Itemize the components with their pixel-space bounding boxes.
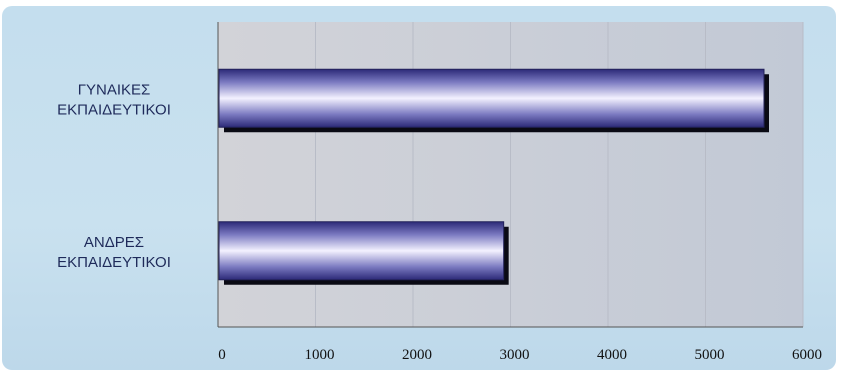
category-labels: ΓΥΝΑΙΚΕΣ ΕΚΠΑΙΔΕΥΤΙΚΟΙ ΑΝΔΡΕΣ ΕΚΠΑΙΔΕΥΤΙΚΟΙ xyxy=(57,81,171,271)
bars xyxy=(218,68,769,285)
category-label-line: ΑΝΔΡΕΣ xyxy=(84,234,144,251)
category-label-line: ΕΚΠΑΙΔΕΥΤΙΚΟΙ xyxy=(57,254,171,271)
x-tick-label: 2000 xyxy=(402,347,432,363)
bar xyxy=(218,221,505,281)
x-tick-label: 5000 xyxy=(695,347,725,363)
x-tick-label: 0 xyxy=(218,347,226,363)
bar xyxy=(218,68,765,128)
x-tick-labels: 0 1000 2000 3000 4000 5000 6000 xyxy=(218,347,822,363)
category-label-line: ΕΚΠΑΙΔΕΥΤΙΚΟΙ xyxy=(57,101,171,118)
category-label: ΑΝΔΡΕΣ ΕΚΠΑΙΔΕΥΤΙΚΟΙ xyxy=(57,234,171,271)
x-tick-label: 1000 xyxy=(305,347,335,363)
x-tick-label: 3000 xyxy=(500,347,530,363)
x-tick-label: 4000 xyxy=(597,347,627,363)
x-tick-label: 6000 xyxy=(792,347,822,363)
category-label: ΓΥΝΑΙΚΕΣ ΕΚΠΑΙΔΕΥΤΙΚΟΙ xyxy=(57,81,171,118)
category-label-line: ΓΥΝΑΙΚΕΣ xyxy=(78,81,151,98)
